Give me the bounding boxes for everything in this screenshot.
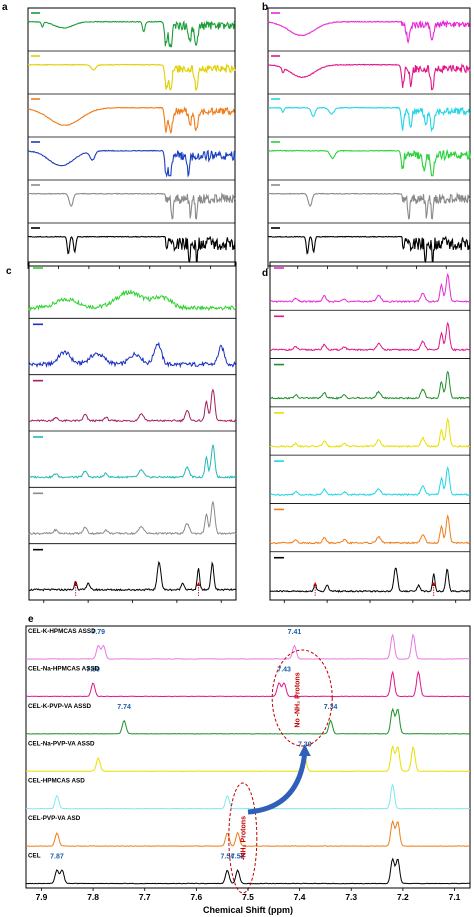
spectrum-trace bbox=[27, 63, 236, 91]
peak-label: 7.80 bbox=[86, 666, 100, 673]
spectrum-trace bbox=[267, 148, 471, 177]
legend-label: CEL-K-HPMCAS ASSD bbox=[28, 628, 96, 635]
x-axis-label: Chemical Shift (ppm) bbox=[203, 905, 293, 915]
annotation-arrowhead bbox=[73, 582, 78, 586]
x-tick-label: 7.9 bbox=[36, 892, 48, 902]
spectrum-trace bbox=[28, 341, 237, 369]
spectrum-trace bbox=[268, 106, 471, 133]
spectrum-trace bbox=[25, 744, 471, 773]
spectrum-trace bbox=[25, 783, 470, 810]
spectrum-trace bbox=[269, 567, 471, 593]
legend-label: CEL bbox=[28, 853, 41, 860]
peak-label: 7.54 bbox=[221, 854, 235, 861]
peak-label: 7.43 bbox=[277, 666, 291, 673]
spectrum-trace bbox=[25, 819, 471, 847]
annotation-label: No -NH₂ Protons bbox=[295, 672, 302, 727]
panel-e: 7.797.417.807.437.747.347.397.877.547.52… bbox=[25, 614, 471, 915]
peak-label: 7.41 bbox=[288, 629, 302, 636]
spectrum-trace bbox=[25, 707, 471, 735]
panel-b: b bbox=[262, 2, 471, 269]
peak-label: 7.74 bbox=[117, 704, 131, 711]
legend-label: CEL-Na-HPMCAS ASSD bbox=[28, 665, 100, 672]
panel-a: a bbox=[2, 2, 236, 269]
x-tick-label: 7.1 bbox=[449, 892, 461, 902]
x-tick-label: 7.3 bbox=[345, 892, 357, 902]
panel-letter: c bbox=[6, 266, 12, 277]
spectrum-trace bbox=[269, 370, 471, 400]
spectrum-trace bbox=[28, 288, 237, 312]
panel-d: d bbox=[262, 261, 471, 603]
x-tick-label: 7.6 bbox=[190, 892, 202, 902]
annotation-arrowhead bbox=[431, 582, 436, 586]
legend-label: CEL-K-PVP-VA ASSD bbox=[28, 703, 92, 710]
x-tick-label: 7.4 bbox=[294, 892, 306, 902]
legend-label: CEL-PVP-VA ASD bbox=[28, 815, 81, 822]
x-tick-label: 7.8 bbox=[87, 892, 99, 902]
spectrum-trace bbox=[270, 466, 471, 497]
spectrum-trace bbox=[269, 514, 471, 545]
legend-label: CEL-Na-PVP-VA ASSD bbox=[28, 740, 95, 747]
no-nh2-ellipse bbox=[271, 649, 333, 747]
transition-arrowhead bbox=[298, 744, 311, 756]
peak-label: 7.34 bbox=[324, 704, 338, 711]
annotation-arrowhead bbox=[313, 582, 318, 586]
peak-label: 7.79 bbox=[91, 629, 105, 636]
annotation-arrowhead bbox=[196, 582, 201, 586]
spectrum-trace bbox=[267, 63, 471, 91]
panel-letter: a bbox=[2, 2, 8, 13]
x-tick-label: 7.2 bbox=[397, 892, 409, 902]
spectrum-trace bbox=[267, 192, 471, 220]
spectrum-trace bbox=[267, 235, 471, 264]
legend-label: CEL-HPMCAS ASD bbox=[28, 778, 85, 785]
peak-label: 7.52 bbox=[231, 854, 245, 861]
nh2-ellipse bbox=[228, 782, 258, 894]
annotation-label: -NH₂ Protons bbox=[240, 816, 247, 860]
spectrum-trace bbox=[27, 149, 236, 178]
panel-c: c bbox=[6, 261, 237, 603]
spectrum-trace bbox=[27, 20, 236, 48]
panel-letter: b bbox=[262, 2, 268, 13]
spectrum-trace bbox=[27, 235, 236, 264]
spectrum-trace bbox=[26, 857, 471, 885]
spectrum-trace bbox=[269, 272, 471, 304]
peak-label: 7.87 bbox=[50, 854, 64, 861]
spectrum-trace bbox=[267, 19, 471, 44]
spectrum-trace bbox=[28, 444, 237, 479]
spectrum-trace bbox=[26, 633, 471, 660]
spectrum-trace bbox=[269, 417, 471, 449]
spectrum-trace bbox=[28, 388, 237, 423]
spectrum-trace bbox=[28, 560, 237, 592]
x-tick-label: 7.7 bbox=[139, 892, 151, 902]
spectrum-trace bbox=[27, 192, 236, 220]
panel-letter: d bbox=[262, 268, 268, 279]
x-tick-label: 7.5 bbox=[242, 892, 254, 902]
spectrum-trace bbox=[269, 321, 471, 352]
spectrum-trace bbox=[28, 501, 237, 536]
panel-letter: e bbox=[28, 614, 34, 625]
spectrum-trace bbox=[25, 670, 471, 698]
transition-arrow bbox=[247, 751, 308, 815]
spectrum-trace bbox=[27, 106, 236, 135]
